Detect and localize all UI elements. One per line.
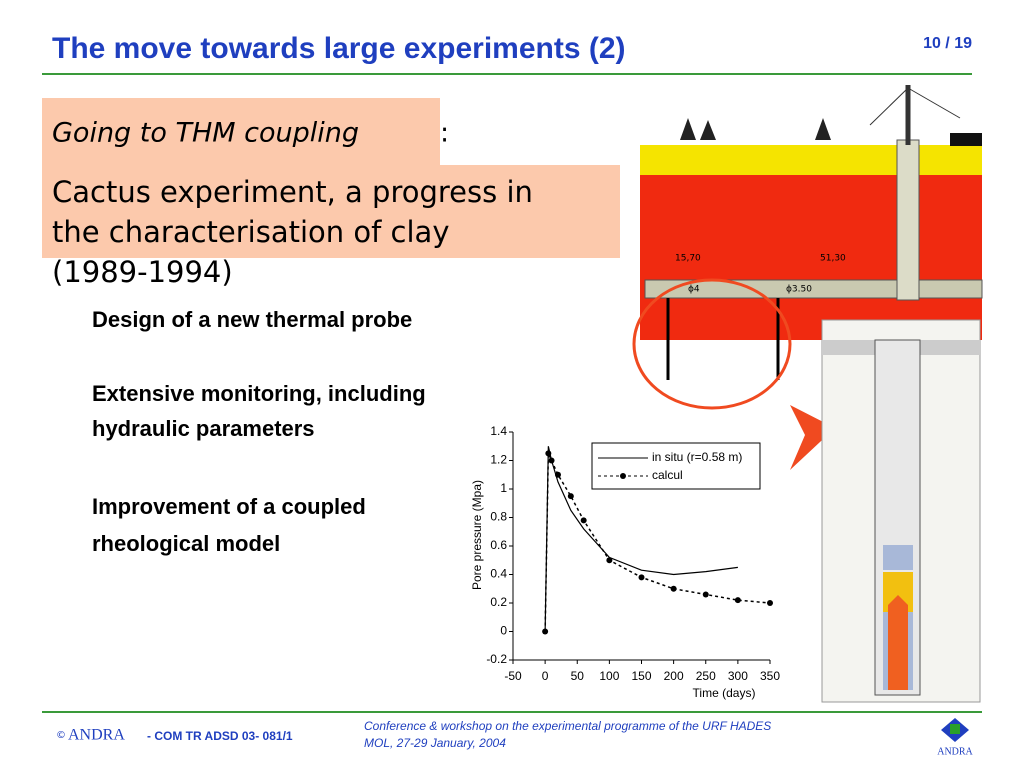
bullet: Design of a new thermal probe [92,307,412,332]
series-line [544,446,738,632]
point [702,591,709,598]
x-tick-label: 50 [571,669,585,683]
x-tick-label: -50 [504,669,522,683]
point [767,600,773,606]
x-tick-label: 0 [542,669,549,683]
point [554,471,561,478]
diameter: ϕ3.50 [786,285,812,295]
y-tick-label: 0.6 [490,538,507,552]
conference: Conference & workshop on the experimenta… [364,719,771,733]
place: MOL, 27-29 January, 2004 [364,736,506,750]
point [580,517,587,524]
heading-box [42,98,440,166]
arrow [790,405,835,470]
org: ANDRA [68,727,125,744]
bullet: Extensive monitoring, including [92,381,426,406]
x-tick-label: 350 [760,669,780,683]
legend [591,442,761,490]
bullet: rheological model [92,531,280,556]
x-axis-label: Time (days) [693,686,756,700]
page-number: 10 / 19 [923,35,972,52]
x-tick-label: 100 [599,669,619,683]
y-tick-label: 1.4 [490,424,507,438]
legend-label: in situ (r=0.58 m) [652,450,742,464]
copyright: © [56,730,66,741]
point [606,557,613,564]
y-axis-label: Pore pressure (Mpa) [470,480,484,590]
subheading: Cactus experiment, a progress in [52,175,533,209]
dimension: 51,30 [820,254,846,264]
point [734,597,741,604]
subheading-box [42,165,620,258]
point [567,493,574,500]
series-line [544,453,771,632]
point [638,574,645,581]
chart: Pore pressure (Mpa) Time (days) -0.2 0 0.2… [470,424,780,700]
x-tick-label: 300 [728,669,748,683]
highlight [632,278,792,410]
point [670,585,677,592]
point [542,628,549,635]
heading: Going to THM coupling [52,118,359,149]
bullet: Improvement of a coupled [92,494,366,519]
y-tick-label: 1 [500,481,507,495]
legend-swatch [620,473,626,479]
point [548,457,555,464]
reference: - COM TR ADSD 03- 081/1 [147,729,293,743]
borehole [821,319,981,703]
logo-mark [950,724,960,734]
y-tick-label: 1.2 [490,453,507,467]
y-tick-label: 0.8 [490,510,507,524]
point [545,450,552,457]
legend-label: calcul [652,468,683,482]
years: (1989-1994) [52,255,233,289]
dimension: 15,70 [675,254,701,264]
logo-text: ANDRA [937,746,973,757]
subheading: the characterisation of clay [52,215,450,249]
y-tick-label: -0.2 [486,652,507,666]
colon: : [440,118,449,149]
title: The move towards large experiments (2) [52,32,626,65]
bullet: hydraulic parameters [92,416,315,441]
x-tick-label: 200 [664,669,684,683]
cross-section [640,85,983,380]
x-tick-label: 250 [696,669,716,683]
x-tick-label: 150 [631,669,651,683]
y-tick-label: 0 [500,624,507,638]
y-tick-label: 0.4 [490,567,507,581]
y-tick-label: 0.2 [490,595,507,609]
diameter: ϕ4 [688,285,700,295]
